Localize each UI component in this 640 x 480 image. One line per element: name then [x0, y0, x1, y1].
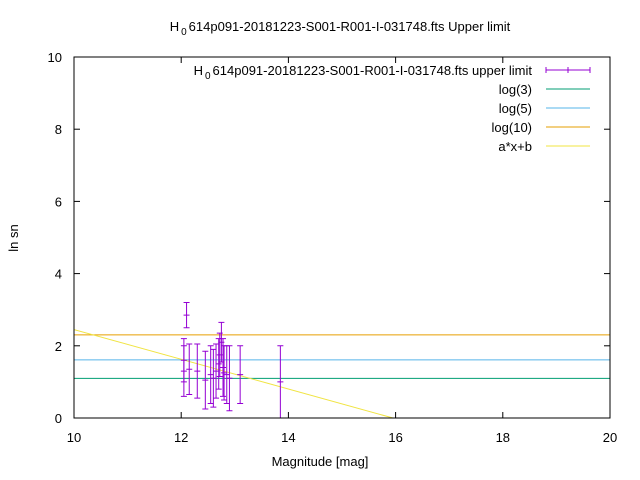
- legend-label-part: H: [194, 63, 203, 78]
- legend-swatch: [545, 67, 591, 73]
- legend-label: log(5): [499, 101, 532, 116]
- y-tick-label: 2: [55, 339, 62, 354]
- x-tick-label: 18: [496, 430, 510, 445]
- x-tick-label: 10: [67, 430, 81, 445]
- y-tick-label: 6: [55, 194, 62, 209]
- chart-title-part: 0: [181, 27, 187, 38]
- error-bar: [207, 345, 214, 405]
- y-tick-label: 8: [55, 122, 62, 137]
- x-tick-label: 12: [174, 430, 188, 445]
- error-bar: [218, 321, 225, 363]
- chart-title-part: 614p091-20181223-S001-R001-I-031748.fts …: [189, 19, 511, 34]
- x-tick-label: 16: [388, 430, 402, 445]
- error-bar: [183, 301, 190, 329]
- error-bar: [202, 350, 209, 410]
- legend-label-part: 614p091-20181223-S001-R001-I-031748.fts …: [213, 63, 533, 78]
- error-bar: [216, 332, 223, 377]
- error-bar: [186, 343, 193, 396]
- error-bar: [277, 345, 284, 418]
- legend-label: log(10): [492, 120, 532, 135]
- legend-label: H 0 614p091-20181223-S001-R001-I-031748.ft…: [194, 63, 533, 82]
- error-bar: [194, 343, 201, 399]
- y-tick-label: 4: [55, 267, 62, 282]
- error-bar: [220, 338, 227, 397]
- error-bar: [213, 343, 220, 399]
- y-tick-label: 10: [48, 50, 62, 65]
- x-tick-label: 20: [603, 430, 617, 445]
- error-bar: [223, 345, 230, 405]
- error-bar: [221, 345, 228, 401]
- error-bar: [237, 345, 244, 405]
- error-bar: [215, 338, 222, 390]
- error-bar: [180, 338, 187, 383]
- chart-title-part: H: [170, 19, 179, 34]
- legend-label: log(3): [499, 82, 532, 97]
- x-axis-label: Magnitude [mag]: [272, 454, 369, 469]
- legend-label-part: 0: [205, 71, 211, 82]
- chart-title: H 0 614p091-20181223-S001-R001-I-031748.ft…: [170, 19, 511, 38]
- y-tick-label: 0: [55, 411, 62, 426]
- x-tick-label: 14: [281, 430, 295, 445]
- plot-border: [73, 56, 611, 419]
- y-axis-label: ln sn: [6, 224, 21, 251]
- legend-label: a*x+b: [498, 139, 532, 154]
- error-bar: [226, 345, 233, 412]
- error-bar: [210, 348, 217, 408]
- series-line: [74, 329, 394, 418]
